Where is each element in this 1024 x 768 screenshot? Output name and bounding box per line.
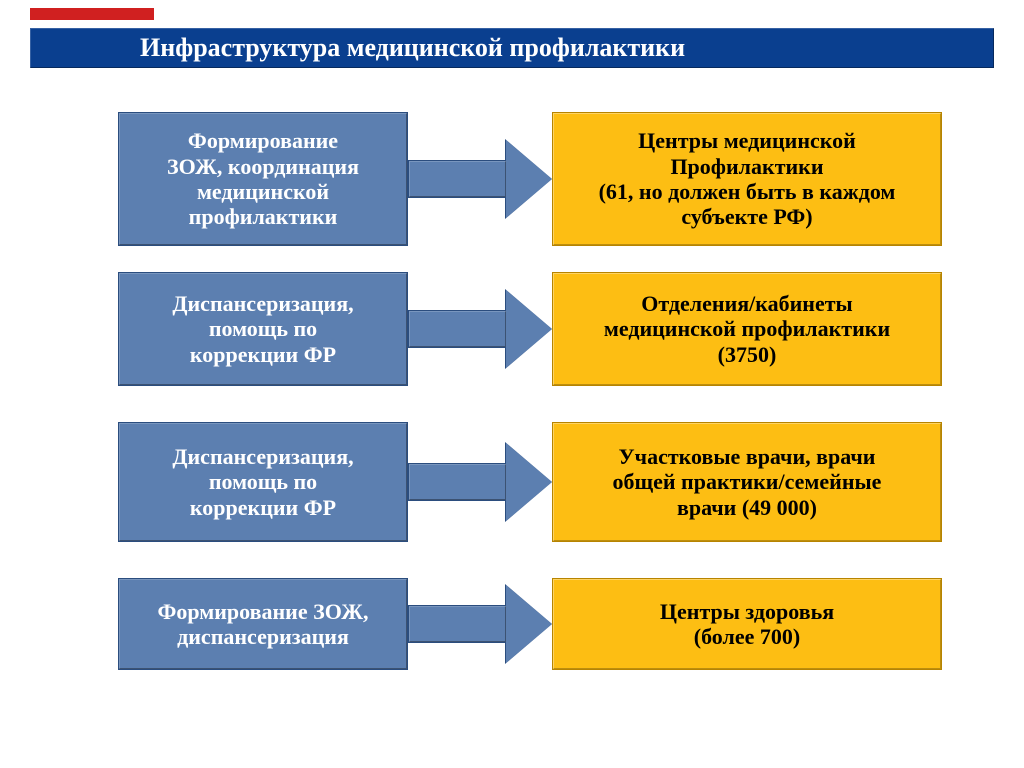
source-box: Диспансеризация, помощь по коррекции ФР (118, 272, 408, 386)
diagram-row: Формирование ЗОЖ, диспансеризация Центры … (0, 578, 1024, 670)
arrow-icon (408, 112, 552, 246)
arrow-icon (408, 578, 552, 670)
target-box: Центры здоровья (более 700) (552, 578, 942, 670)
diagram-row: Диспансеризация, помощь по коррекции ФР О… (0, 272, 1024, 386)
target-box: Участковые врачи, врачи общей практики/с… (552, 422, 942, 542)
arrow-icon (408, 272, 552, 386)
arrow-icon (408, 422, 552, 542)
source-box: Формирование ЗОЖ, координация медицинско… (118, 112, 408, 246)
target-box: Отделения/кабинеты медицинской профилакт… (552, 272, 942, 386)
slide-canvas: Инфраструктура медицинской профилактики … (0, 0, 1024, 768)
title-text: Инфраструктура медицинской профилактики (140, 33, 685, 63)
target-box: Центры медицинской Профилактики (61, но … (552, 112, 942, 246)
title-accent (30, 8, 154, 20)
source-box: Формирование ЗОЖ, диспансеризация (118, 578, 408, 670)
diagram-row: Формирование ЗОЖ, координация медицинско… (0, 112, 1024, 246)
source-box: Диспансеризация, помощь по коррекции ФР (118, 422, 408, 542)
title-bar: Инфраструктура медицинской профилактики (30, 28, 994, 68)
diagram-row: Диспансеризация, помощь по коррекции ФР У… (0, 422, 1024, 542)
